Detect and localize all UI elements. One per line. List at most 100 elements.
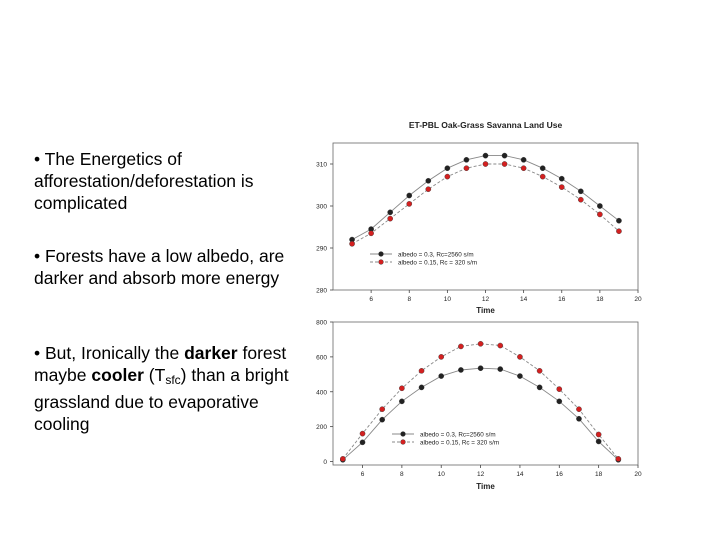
data-point	[418, 384, 425, 391]
x-tick-label: 12	[477, 471, 485, 478]
data-point	[425, 177, 432, 184]
data-point	[616, 228, 622, 234]
data-point	[597, 211, 603, 218]
x-tick-label: 14	[520, 296, 528, 303]
x-axis-label: Time	[476, 306, 495, 315]
bullet-3-cooler: cooler	[91, 365, 144, 385]
y-tick-label: 290	[316, 246, 327, 253]
data-point	[578, 196, 584, 203]
x-tick-label: 20	[634, 471, 642, 478]
x-tick-label: 16	[558, 296, 566, 303]
data-point	[520, 165, 527, 171]
data-point	[463, 156, 470, 163]
data-point	[425, 186, 432, 192]
data-point	[399, 385, 405, 392]
legend-marker	[378, 259, 384, 265]
bullet-3-suffix: than a bright grassland due to evaporati…	[34, 365, 289, 434]
data-point	[501, 152, 508, 159]
series-line-1	[351, 155, 620, 240]
data-point	[576, 415, 582, 422]
x-axis-label: Time	[476, 482, 495, 491]
bullet-3-darker: darker	[184, 343, 238, 363]
data-point	[556, 398, 563, 405]
data-point	[576, 406, 582, 412]
data-point	[520, 156, 527, 163]
data-point	[556, 386, 563, 392]
data-point	[616, 217, 622, 224]
bullet-3-paren-open: (T	[143, 365, 166, 385]
bullet-albedo: • Forests have a low albedo, are darker …	[34, 246, 285, 288]
data-point	[349, 240, 355, 247]
data-point	[438, 373, 445, 379]
data-point	[438, 354, 445, 360]
chart-title: ET-PBL Oak-Grass Savanna Land Use	[409, 120, 563, 130]
legend-label: albedo = 0.15, Rc = 320 s/m	[420, 440, 499, 447]
bullet-3-paren-close: )	[180, 365, 187, 385]
legend-marker	[400, 439, 406, 445]
y-tick-label: 600	[316, 354, 327, 361]
data-point	[482, 161, 489, 167]
data-point	[406, 201, 413, 207]
data-point	[399, 398, 405, 405]
plot-frame-2	[332, 321, 639, 466]
y-tick-label: 200	[316, 424, 327, 431]
x-tick-label: 16	[556, 471, 564, 478]
data-point	[517, 373, 523, 379]
bullet-3-sfc: sfc	[165, 373, 181, 387]
x-tick-label: 18	[595, 471, 603, 478]
series-line-2	[351, 163, 620, 245]
x-tick-label: 20	[634, 296, 642, 303]
legend-label: albedo = 0.3, Rc=2560 s/m	[398, 252, 474, 259]
data-point	[536, 384, 543, 391]
data-point	[595, 431, 602, 438]
data-point	[539, 173, 546, 180]
data-point	[482, 152, 489, 159]
legend-label: albedo = 0.15, Rc = 320 s/m	[398, 260, 477, 267]
data-point	[501, 161, 508, 167]
data-point	[558, 184, 565, 190]
data-point	[444, 173, 451, 180]
x-tick-label: 8	[407, 296, 411, 303]
data-point	[359, 439, 366, 446]
x-tick-label: 6	[361, 471, 365, 478]
x-tick-label: 10	[444, 296, 452, 303]
data-point	[444, 165, 451, 171]
x-tick-label: 14	[516, 471, 524, 478]
legend-label: albedo = 0.3, Rc=2560 s/m	[420, 432, 496, 439]
bullet-3-mid: forest maybe	[34, 343, 287, 385]
data-point	[379, 416, 385, 423]
data-point	[368, 230, 374, 237]
data-point	[379, 406, 385, 412]
data-point	[477, 340, 484, 347]
y-tick-label: 300	[316, 204, 327, 211]
legend-marker	[378, 251, 384, 257]
data-point	[418, 368, 425, 374]
data-point	[517, 354, 523, 360]
data-point	[458, 343, 464, 350]
data-point	[536, 368, 543, 374]
bullet-3-prefix: • But, Ironically the	[34, 343, 185, 363]
data-point	[477, 365, 484, 372]
x-tick-label: 10	[438, 471, 446, 478]
y-tick-label: 800	[316, 320, 327, 327]
data-point	[359, 430, 366, 437]
data-point	[463, 165, 470, 171]
data-point	[595, 438, 602, 445]
data-point	[406, 192, 413, 199]
x-tick-label: 12	[482, 296, 490, 303]
y-tick-label: 0	[323, 459, 327, 466]
data-point	[387, 215, 393, 222]
data-point	[497, 342, 504, 349]
data-point	[340, 456, 346, 462]
data-point	[387, 209, 393, 216]
data-point	[539, 165, 546, 171]
x-tick-label: 6	[369, 296, 373, 303]
y-tick-label: 310	[316, 162, 327, 169]
data-point	[558, 175, 565, 182]
data-point	[497, 366, 504, 372]
y-tick-label: 400	[316, 389, 327, 396]
bullet-ironically: • But, Ironically the darker forest mayb…	[34, 342, 289, 435]
bullet-energetics: • The Energetics of afforestation/defore…	[34, 149, 254, 213]
data-point	[458, 367, 464, 373]
